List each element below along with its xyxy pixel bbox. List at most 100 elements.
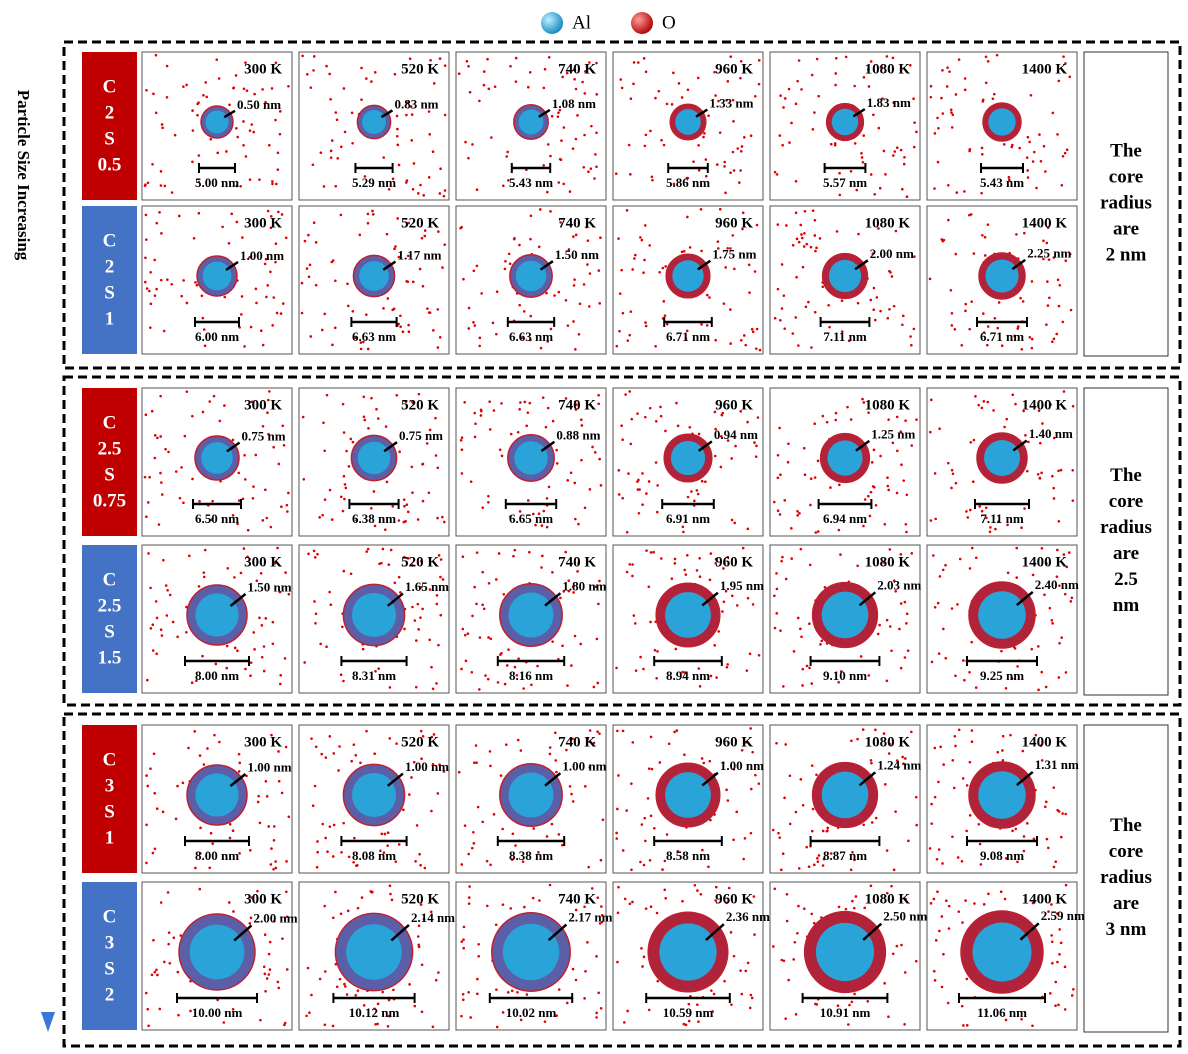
shell-label: 1.50 nm (248, 579, 292, 594)
o-atom (263, 933, 267, 937)
o-atom (270, 847, 273, 850)
o-atom (834, 56, 838, 60)
o-atom (146, 678, 149, 682)
o-atom (467, 156, 470, 160)
o-atom (278, 590, 282, 594)
o-atom (583, 133, 586, 137)
shell-label: 2.25 nm (1027, 246, 1071, 261)
o-atom (816, 856, 819, 860)
shell-label: 2.40 nm (1035, 577, 1079, 592)
o-atom (361, 647, 365, 651)
o-atom (514, 56, 518, 60)
o-atom (649, 735, 653, 739)
o-atom (366, 212, 370, 216)
o-atom (780, 559, 783, 563)
o-atom (494, 578, 498, 581)
o-atom (582, 165, 586, 169)
o-atom (986, 60, 990, 63)
o-atom (757, 653, 761, 657)
o-atom (680, 250, 684, 254)
o-atom (815, 57, 819, 61)
o-atom (316, 552, 319, 556)
o-atom (732, 120, 735, 123)
o-atom (285, 890, 288, 894)
o-atom (423, 229, 427, 232)
o-atom (1004, 856, 1008, 860)
pointer (544, 772, 562, 787)
o-atom (403, 504, 406, 508)
o-atom (432, 733, 436, 736)
o-atom (984, 506, 988, 510)
o-atom (813, 234, 817, 237)
o-atom (965, 510, 968, 513)
o-atom (475, 602, 478, 606)
o-atom (847, 1023, 850, 1026)
o-atom (480, 292, 483, 295)
o-atom (355, 519, 358, 522)
o-atom (773, 316, 777, 320)
o-atom (849, 868, 853, 872)
o-atom (190, 681, 194, 685)
o-atom (419, 585, 423, 589)
o-atom (170, 282, 173, 286)
temperature: 520 K (401, 215, 439, 231)
temperature: 520 K (401, 554, 439, 570)
o-atom (649, 129, 652, 133)
o-atom (395, 393, 399, 397)
o-atom (421, 462, 424, 466)
o-atom (286, 510, 289, 513)
o-atom (808, 666, 811, 670)
o-atom (341, 402, 345, 406)
o-atom (313, 556, 317, 559)
o-atom (939, 745, 942, 749)
shell-label: 1.24 nm (877, 758, 921, 773)
o-atom (899, 666, 903, 670)
o-atom (573, 481, 577, 485)
o-atom (272, 868, 275, 871)
o-atom (697, 432, 701, 436)
o-atom (152, 752, 156, 756)
o-atom (985, 343, 989, 347)
o-atom (984, 81, 988, 85)
o-atom (147, 1024, 150, 1028)
o-atom (601, 818, 605, 822)
o-atom (322, 421, 325, 425)
o-atom (707, 114, 710, 118)
o-atom (1059, 941, 1063, 945)
o-atom (903, 600, 907, 604)
o-atom (642, 955, 646, 959)
o-atom (566, 479, 570, 482)
o-atom (164, 584, 168, 587)
o-atom (192, 236, 196, 240)
o-atom (380, 832, 384, 836)
o-atom (335, 985, 339, 989)
temperature: 1080 K (865, 554, 911, 570)
o-atom (314, 241, 318, 244)
o-atom (475, 264, 479, 268)
o-atom (359, 761, 362, 765)
o-atom (703, 132, 706, 135)
o-atom (794, 211, 798, 215)
o-atom (431, 763, 435, 766)
o-atom (910, 444, 914, 447)
o-atom (436, 516, 439, 520)
o-atom (980, 191, 983, 195)
o-atom (636, 488, 640, 491)
o-atom (933, 795, 937, 799)
o-atom (847, 339, 851, 343)
o-atom (773, 887, 777, 891)
o-atom (898, 627, 901, 631)
o-atom (1056, 808, 1059, 812)
row-label: S (104, 464, 115, 485)
o-atom (560, 139, 563, 142)
o-atom (314, 621, 317, 625)
o-atom (802, 907, 806, 911)
o-atom (506, 150, 509, 154)
o-atom (940, 915, 944, 918)
o-atom (799, 223, 803, 227)
o-atom (279, 673, 283, 677)
o-atom (799, 547, 803, 551)
shell-label: 1.65 nm (405, 579, 449, 594)
o-atom (412, 760, 416, 764)
o-atom (196, 102, 199, 106)
